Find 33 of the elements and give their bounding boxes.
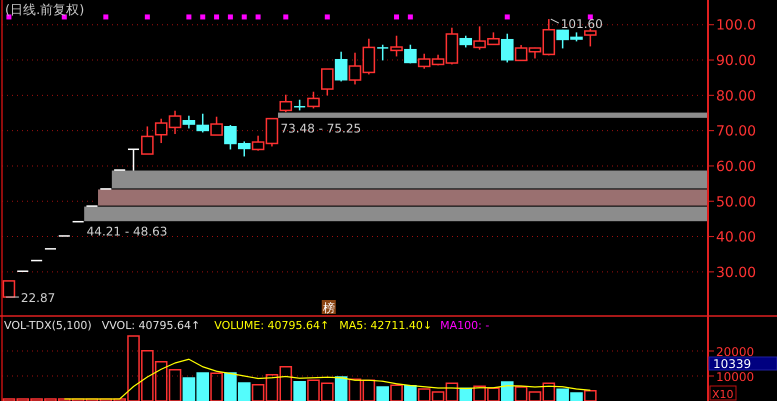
y-tick-label: 50.00 — [716, 194, 756, 210]
annotation: 22.87 — [20, 291, 56, 306]
annotation: 101.60 — [560, 17, 603, 32]
annotation: VOLUME: 40795.64↑ — [214, 319, 330, 332]
y-tick-label: 100.0 — [716, 18, 756, 34]
annotation: MA5: 42711.40↓ — [339, 319, 432, 332]
bar — [390, 384, 403, 401]
y-tick-label: 30.00 — [716, 264, 756, 281]
bar — [500, 381, 514, 401]
annotation: 榜 — [322, 301, 335, 315]
band-label: 44.21 - 48.63 — [86, 224, 168, 239]
y-tick-label: 90.00 — [716, 53, 756, 70]
y-tick-label: 40.00 — [716, 230, 756, 246]
bar — [584, 390, 597, 401]
text: 10339 — [713, 357, 752, 371]
bar — [210, 372, 223, 401]
y-tick-label: 20000 — [716, 345, 754, 359]
bar — [293, 381, 306, 401]
y-tick-label: 70.00 — [716, 124, 756, 140]
annotation: VVOL: 40795.64↑ — [102, 319, 200, 332]
y-tick-label: 80.00 — [716, 88, 756, 104]
bar — [459, 388, 472, 401]
line-series — [64, 358, 591, 400]
bar — [376, 386, 389, 401]
bar — [334, 376, 348, 401]
y-tick-label: 10000 — [716, 370, 754, 384]
chart-title: (日线.前复权) — [5, 3, 84, 18]
annotation: MA100: - — [440, 319, 490, 332]
bar — [404, 385, 417, 401]
annotation: VOL-TDX(5,100) — [4, 319, 92, 332]
y-tick-label: 60.00 — [716, 158, 756, 175]
band-label: 73.48 - 75.25 — [280, 121, 362, 136]
text: X10 — [712, 388, 734, 401]
